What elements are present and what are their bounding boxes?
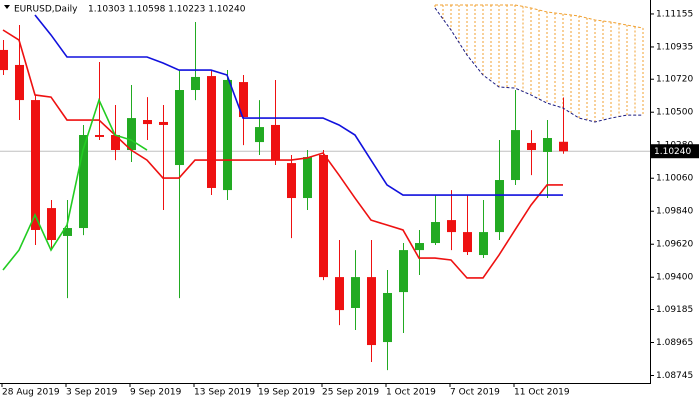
y-tick-label: 1.09400	[656, 273, 693, 283]
candle-body	[383, 292, 392, 343]
y-tick-label: 1.08965	[656, 338, 693, 348]
candle-body	[367, 277, 376, 346]
candle-body	[271, 124, 280, 161]
candle-body	[255, 127, 264, 143]
cloud	[434, 4, 644, 122]
symbol-title: EURUSD,Daily	[14, 5, 78, 15]
candle-body	[223, 79, 232, 191]
candle-body	[415, 243, 424, 251]
candle-body	[319, 154, 328, 278]
y-tick-label: 1.10500	[656, 108, 693, 118]
indicator-line	[2, 29, 563, 279]
y-tick-label: 1.09840	[656, 207, 693, 217]
candle-body	[143, 120, 152, 125]
y-tick-label: 1.10935	[656, 42, 693, 52]
menu-icon	[4, 5, 10, 9]
candle-body	[543, 138, 552, 152]
y-tick-label: 1.08745	[656, 371, 693, 381]
x-tick-label: 28 Aug 2019	[2, 388, 60, 398]
candle-body	[495, 180, 504, 233]
candle-body	[47, 208, 56, 241]
candle-body	[0, 49, 8, 71]
x-tick-label: 25 Sep 2019	[322, 388, 379, 398]
candle-body	[447, 220, 456, 233]
candle-body	[479, 232, 488, 256]
candle-body	[511, 130, 520, 181]
x-tick-label: 13 Sep 2019	[194, 388, 251, 398]
candle-body	[287, 163, 296, 199]
candle-body	[207, 76, 216, 188]
indicator-line	[34, 14, 563, 196]
x-tick-label: 19 Sep 2019	[258, 388, 315, 398]
x-tick-label: 9 Sep 2019	[130, 388, 182, 398]
y-tick-label: 1.11155	[656, 9, 693, 19]
candle-body	[431, 222, 440, 244]
candle-body	[127, 118, 136, 151]
y-tick-label: 1.09185	[656, 305, 693, 315]
x-tick-label: 7 Oct 2019	[450, 388, 500, 398]
candle-body	[175, 90, 184, 166]
candle-body	[303, 157, 312, 199]
candle-body	[95, 135, 104, 137]
candle-body	[239, 82, 248, 118]
y-tick-label: 1.09620	[656, 240, 693, 250]
x-tick-label: 11 Oct 2019	[514, 388, 570, 398]
y-tick-label: 1.10720	[656, 75, 693, 85]
y-tick-label: 1.10060	[656, 174, 693, 184]
candle-body	[159, 121, 168, 125]
price-marker	[651, 144, 699, 159]
candle-body	[31, 100, 40, 230]
candle-body	[111, 135, 120, 151]
candle-body	[527, 142, 536, 151]
candle-body	[351, 277, 360, 308]
x-tick-label: 3 Sep 2019	[66, 388, 118, 398]
candle-body	[15, 64, 24, 101]
x-tick-label: 1 Oct 2019	[386, 388, 436, 398]
candle-body	[399, 250, 408, 293]
candle-body	[335, 277, 344, 311]
candle-body	[79, 135, 88, 229]
candle-body	[63, 228, 72, 236]
indicator-line	[434, 7, 643, 123]
price-marker-label: 1.10240	[654, 147, 691, 157]
candle-body	[559, 141, 568, 152]
ohlc-header: 1.10303 1.10598 1.10223 1.10240	[88, 5, 246, 15]
candle-body	[191, 76, 200, 91]
indicator-line	[2, 97, 148, 271]
candle-body	[463, 232, 472, 253]
